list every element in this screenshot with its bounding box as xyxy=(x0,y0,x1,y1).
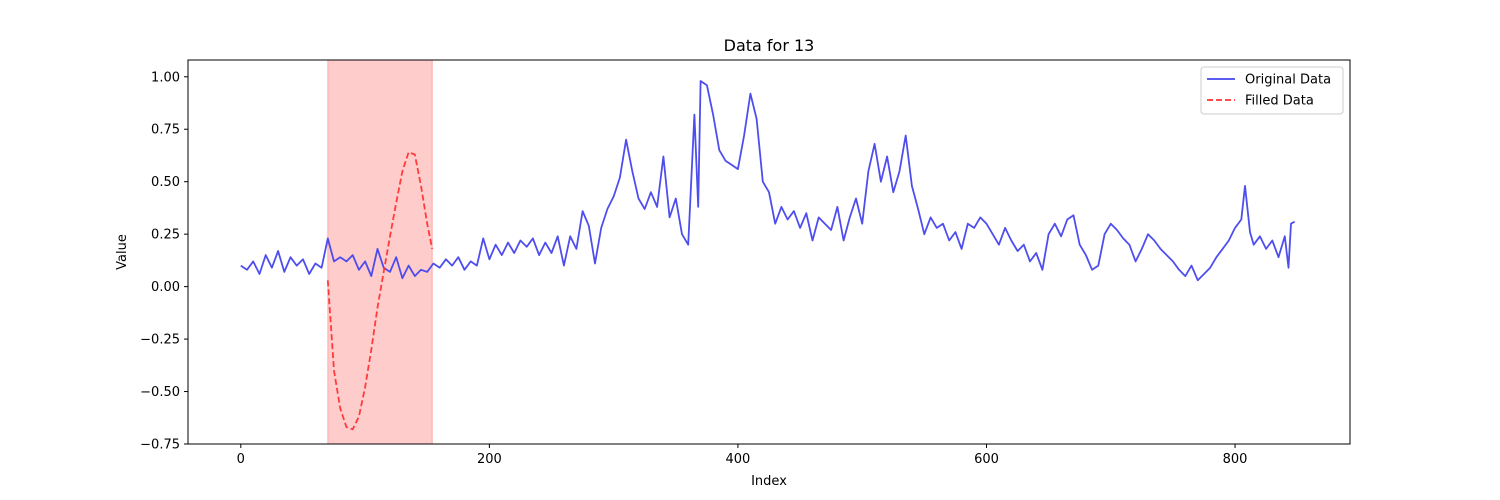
legend: Original Data Filled Data xyxy=(1200,66,1344,115)
y-tick-label: 0.75 xyxy=(151,123,180,138)
plot-frame xyxy=(187,59,1351,445)
x-axis-ticks: 0 200 400 600 800 xyxy=(237,444,1248,467)
filled-region-shade xyxy=(327,59,433,445)
series-line-filled-data xyxy=(326,151,434,431)
y-tick-label: 1.00 xyxy=(151,70,180,85)
chart-title: Data for 13 xyxy=(724,36,815,55)
y-tick-label: −0.75 xyxy=(140,438,180,453)
x-tick-label: 800 xyxy=(1223,452,1248,467)
y-axis-label: Value xyxy=(115,234,130,270)
x-tick-label: 400 xyxy=(726,452,751,467)
y-tick-label: 0.25 xyxy=(151,228,180,243)
x-tick-label: 600 xyxy=(974,452,999,467)
y-tick-label: −0.50 xyxy=(140,385,180,400)
legend-entry-filled-data: Filled Data xyxy=(1245,94,1314,109)
y-tick-label: −0.25 xyxy=(140,333,180,348)
y-tick-label: 0.50 xyxy=(151,175,180,190)
y-tick-label: 0.00 xyxy=(151,280,180,295)
y-axis-ticks: −0.75 −0.50 −0.25 0.00 0.25 0.50 0.75 1.00 xyxy=(140,70,188,453)
x-axis-label: Index xyxy=(751,474,787,489)
legend-entry-original-data: Original Data xyxy=(1245,73,1331,88)
x-tick-label: 200 xyxy=(477,452,502,467)
legend-box xyxy=(1200,66,1344,115)
x-tick-label: 0 xyxy=(237,452,245,467)
series-line-original-data xyxy=(240,80,1296,282)
